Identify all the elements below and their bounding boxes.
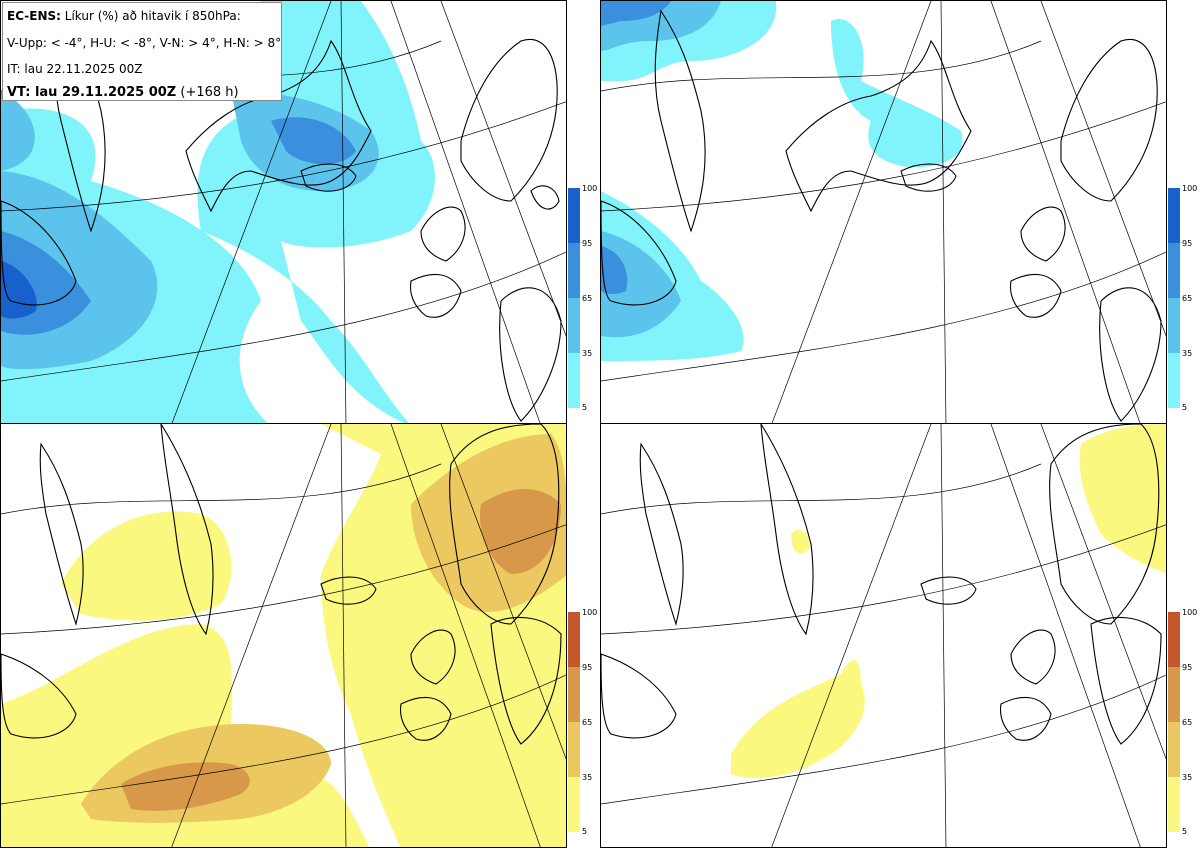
panel-warm-4 — [0, 423, 567, 848]
cb3-tick-95: 95 — [582, 663, 593, 672]
cb-yellow2-95-100 — [1168, 612, 1180, 667]
cb2-tick-100: 100 — [1182, 184, 1198, 193]
colorbar-cold-4: 100 95 65 35 5 — [568, 184, 598, 412]
colorbar-swatches-yellow — [568, 612, 580, 832]
cb-tick-35: 35 — [582, 349, 593, 358]
colorbar-swatches-yellow-2 — [1168, 612, 1180, 832]
cb-yellow2-35-65 — [1168, 722, 1180, 777]
cb-yellow2-65-95 — [1168, 667, 1180, 722]
map-cold-4 — [1, 1, 566, 424]
cb3-tick-100: 100 — [582, 608, 598, 617]
map-warm-8 — [601, 424, 1166, 847]
cb-blue2-65-95 — [1168, 243, 1180, 298]
panel-warm-8 — [600, 423, 1167, 848]
title-line-4: VT: lau 29.11.2025 00Z (+168 h) — [7, 85, 239, 100]
cb-blue-35-65 — [568, 298, 580, 353]
prob-fill-cold-8 — [601, 1, 963, 361]
graticule-cold-8 — [601, 1, 1166, 424]
colorbar-cold-8: 100 95 65 35 5 — [1168, 184, 1198, 412]
cb-blue2-95-100 — [1168, 188, 1180, 243]
cb-blue-95-100 — [568, 188, 580, 243]
cb-blue-65-95 — [568, 243, 580, 298]
cb-yellow2-5-35 — [1168, 777, 1180, 832]
cb4-tick-95: 95 — [1182, 663, 1193, 672]
prob-fill-warm-4 — [1, 424, 566, 847]
cb4-tick-100: 100 — [1182, 608, 1198, 617]
title-line-1: EC-ENS: Líkur (%) að hitavik í 850hPa: — [7, 9, 241, 23]
cb-yellow-35-65 — [568, 722, 580, 777]
cb-yellow-95-100 — [568, 612, 580, 667]
cb-tick-65: 65 — [582, 294, 593, 303]
colorbar-warm-4: 100 95 65 35 5 — [568, 608, 598, 836]
prob-fill-warm-8 — [731, 424, 1166, 778]
colorbar-swatches-blue — [568, 188, 580, 408]
cb4-tick-35: 35 — [1182, 773, 1193, 782]
coastlines-cold-8 — [601, 9, 1162, 422]
map-cold-8 — [601, 1, 1166, 424]
graticule-warm-4 — [1, 424, 566, 847]
cb-tick-100: 100 — [582, 184, 598, 193]
cb3-tick-5: 5 — [582, 827, 588, 836]
cb3-tick-35: 35 — [582, 773, 593, 782]
cb-blue2-5-35 — [1168, 353, 1180, 408]
coastlines-warm-4 — [1, 424, 562, 745]
cb2-tick-65: 65 — [1182, 294, 1193, 303]
cb-tick-95: 95 — [582, 239, 593, 248]
title-line-3: IT: lau 22.11.2025 00Z — [7, 62, 143, 76]
cb4-tick-65: 65 — [1182, 718, 1193, 727]
cb-tick-5: 5 — [582, 403, 588, 412]
cb-yellow-65-95 — [568, 667, 580, 722]
cb4-tick-5: 5 — [1182, 827, 1188, 836]
colorbar-swatches-blue-2 — [1168, 188, 1180, 408]
map-warm-4 — [1, 424, 566, 847]
cb2-tick-35: 35 — [1182, 349, 1193, 358]
cb-blue2-35-65 — [1168, 298, 1180, 353]
colorbar-warm-8: 100 95 65 35 5 — [1168, 608, 1198, 836]
panel-cold-4: EC-ENS: Líkur (%) að hitavik í 850hPa: V… — [0, 0, 567, 425]
panel-cold-8 — [600, 0, 1167, 425]
cb-blue-5-35 — [568, 353, 580, 408]
cb2-tick-5: 5 — [1182, 403, 1188, 412]
title-line-2: V-Upp: < -4°, H-U: < -8°, V-N: > 4°, H-N… — [7, 36, 282, 50]
graticule-warm-8 — [601, 424, 1166, 847]
cb3-tick-65: 65 — [582, 718, 593, 727]
graticule-cold-4 — [1, 1, 566, 424]
title-block: EC-ENS: Líkur (%) að hitavik í 850hPa: V… — [2, 2, 282, 101]
cb2-tick-95: 95 — [1182, 239, 1193, 248]
prob-fill-cold-4 — [1, 1, 435, 424]
cb-yellow-5-35 — [568, 777, 580, 832]
coastlines-warm-8 — [601, 424, 1162, 745]
